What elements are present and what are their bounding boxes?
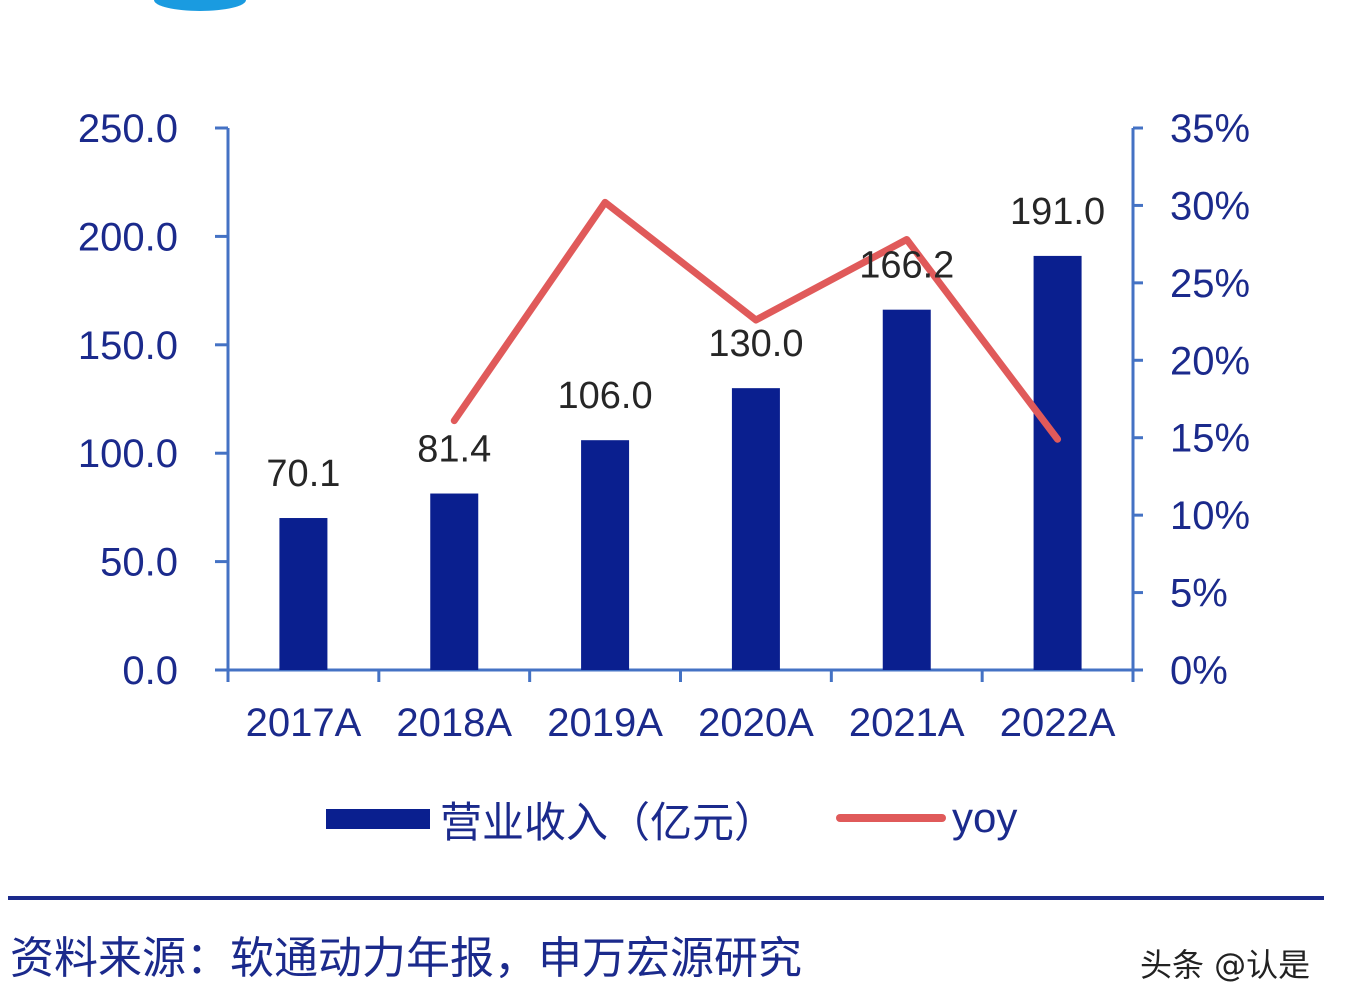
bar-data-label: 81.4 <box>417 429 491 471</box>
bar-data-label: 191.0 <box>1010 191 1105 233</box>
left-axis-tick-label: 200.0 <box>78 215 178 259</box>
right-axis-tick-label: 5% <box>1170 572 1228 616</box>
legend-line-label: yoy <box>952 794 1017 841</box>
x-axis-tick-label: 2022A <box>1000 701 1116 745</box>
right-axis-tick-label: 15% <box>1170 417 1250 461</box>
watermark: 头条 @认是 <box>1140 946 1311 984</box>
bar <box>731 388 780 670</box>
source-note: 资料来源：软通动力年报，申万宏源研究 <box>10 933 802 984</box>
x-axis-tick-label: 2017A <box>246 701 362 745</box>
bar-data-label: 106.0 <box>558 375 653 417</box>
bar <box>430 493 479 670</box>
right-axis-tick-label: 30% <box>1170 184 1250 228</box>
x-axis-tick-label: 2018A <box>396 701 512 745</box>
legend-bar-label: 营业收入（亿元） <box>440 798 776 847</box>
bar-data-label: 166.2 <box>859 245 954 287</box>
left-axis-tick-label: 100.0 <box>78 432 178 476</box>
right-axis-tick-label: 20% <box>1170 339 1250 383</box>
bar-data-label: 70.1 <box>266 453 340 495</box>
bar <box>882 309 931 670</box>
legend: 营业收入（亿元） yoy <box>326 794 1017 847</box>
bar <box>581 440 630 670</box>
left-axis-tick-label: 250.0 <box>78 107 178 151</box>
right-axis-tick-label: 35% <box>1170 107 1250 151</box>
right-axis-tick-label: 10% <box>1170 494 1250 538</box>
x-axis-tick-label: 2020A <box>698 701 814 745</box>
x-axis-tick-label: 2021A <box>849 701 965 745</box>
left-axis-tick-label: 150.0 <box>78 324 178 368</box>
yoy-line <box>450 198 1062 443</box>
right-axis-tick-label: 0% <box>1170 649 1228 693</box>
x-axis-tick-label: 2019A <box>547 701 663 745</box>
legend-bar-swatch <box>326 809 430 829</box>
bar <box>279 518 328 670</box>
bar-data-label: 130.0 <box>708 323 803 365</box>
left-axis-tick-label: 50.0 <box>100 541 178 585</box>
right-axis-tick-label: 25% <box>1170 262 1250 306</box>
bar <box>1033 255 1082 671</box>
left-axis-tick-label: 0.0 <box>122 649 178 693</box>
header-logo-shape <box>154 0 246 11</box>
